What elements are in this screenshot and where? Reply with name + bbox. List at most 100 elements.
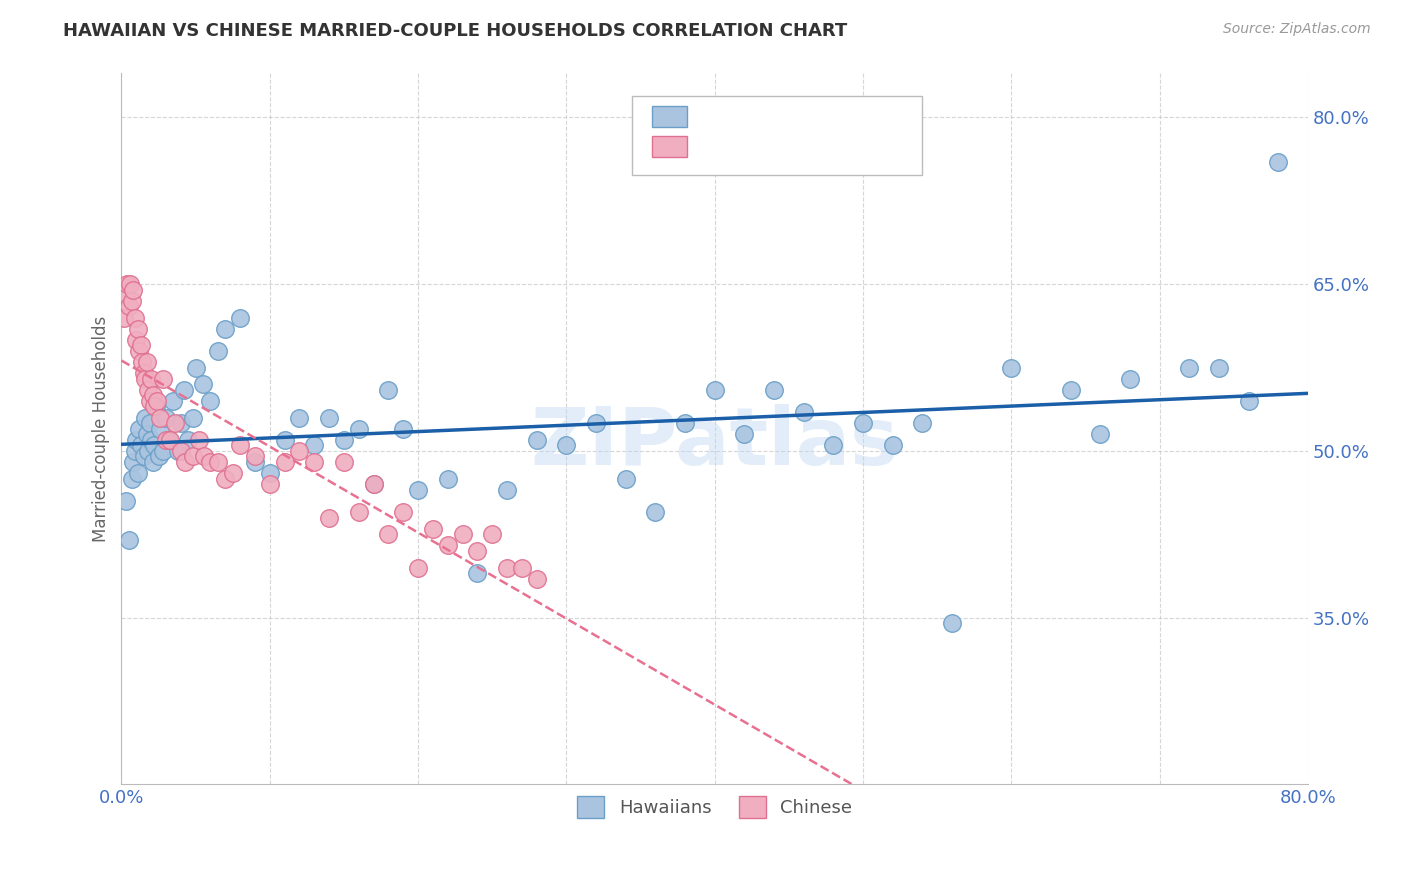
Point xyxy=(138,416,160,430)
Point xyxy=(120,277,142,292)
Point xyxy=(157,433,180,447)
Point xyxy=(318,410,340,425)
Point xyxy=(170,416,193,430)
Point xyxy=(467,566,489,581)
Point xyxy=(207,455,229,469)
Point xyxy=(304,438,326,452)
Point xyxy=(852,416,875,430)
Point xyxy=(392,422,415,436)
Point xyxy=(152,372,174,386)
Point xyxy=(127,466,149,480)
Point xyxy=(347,422,370,436)
Point xyxy=(221,466,243,480)
Point xyxy=(152,444,174,458)
Point xyxy=(510,560,533,574)
Point xyxy=(127,321,149,335)
Point xyxy=(259,477,281,491)
Point xyxy=(363,477,385,491)
Point xyxy=(121,472,143,486)
Point xyxy=(128,422,150,436)
Point xyxy=(347,505,370,519)
Point xyxy=(1267,155,1289,169)
Point xyxy=(496,483,519,497)
FancyBboxPatch shape xyxy=(652,136,688,157)
Point xyxy=(139,372,162,386)
Point xyxy=(159,433,181,447)
Point xyxy=(122,455,145,469)
Point xyxy=(733,427,755,442)
Point xyxy=(155,433,177,447)
Point xyxy=(166,444,188,458)
Point xyxy=(136,444,159,458)
Point xyxy=(882,438,904,452)
Point xyxy=(555,438,578,452)
Point xyxy=(1208,360,1230,375)
Point xyxy=(181,410,204,425)
Point xyxy=(139,433,162,447)
Point xyxy=(135,355,157,369)
Point xyxy=(243,455,266,469)
Point xyxy=(214,472,236,486)
Point xyxy=(392,505,415,519)
Point xyxy=(1090,427,1112,442)
Point xyxy=(132,450,155,464)
Point xyxy=(207,343,229,358)
Point xyxy=(259,466,281,480)
Point xyxy=(467,544,489,558)
Point xyxy=(138,393,160,408)
Point xyxy=(304,455,326,469)
Point xyxy=(170,444,193,458)
Point xyxy=(1237,393,1260,408)
Point xyxy=(377,383,399,397)
Point xyxy=(122,283,145,297)
Point xyxy=(288,444,311,458)
Point xyxy=(585,416,607,430)
Point xyxy=(526,572,548,586)
Point xyxy=(273,433,295,447)
Point xyxy=(941,616,963,631)
Point xyxy=(129,438,152,452)
Point xyxy=(124,444,146,458)
Point xyxy=(200,393,222,408)
Point xyxy=(273,455,295,469)
Text: Source: ZipAtlas.com: Source: ZipAtlas.com xyxy=(1223,22,1371,37)
Point xyxy=(173,383,195,397)
Point xyxy=(1059,383,1081,397)
Point xyxy=(526,433,548,447)
Point xyxy=(481,527,503,541)
Text: HAWAIIAN VS CHINESE MARRIED-COUPLE HOUSEHOLDS CORRELATION CHART: HAWAIIAN VS CHINESE MARRIED-COUPLE HOUSE… xyxy=(63,22,848,40)
Point xyxy=(406,483,429,497)
Point xyxy=(125,333,148,347)
Point xyxy=(1119,372,1142,386)
Point xyxy=(451,527,474,541)
Point xyxy=(823,438,845,452)
Point xyxy=(318,510,340,524)
Point xyxy=(229,310,252,325)
Point xyxy=(703,383,725,397)
FancyBboxPatch shape xyxy=(652,106,688,127)
Y-axis label: Married-couple Households: Married-couple Households xyxy=(93,316,110,541)
Point xyxy=(129,338,152,352)
Point xyxy=(118,300,141,314)
Point xyxy=(333,455,356,469)
Point xyxy=(288,410,311,425)
Point xyxy=(135,427,157,442)
Point xyxy=(142,388,165,402)
Point xyxy=(163,416,186,430)
Point xyxy=(614,472,637,486)
FancyBboxPatch shape xyxy=(631,96,922,175)
Point xyxy=(142,455,165,469)
Point xyxy=(793,405,815,419)
Text: ZIPatlas: ZIPatlas xyxy=(530,404,898,482)
Point xyxy=(193,450,215,464)
Point xyxy=(145,400,167,414)
Point xyxy=(136,383,159,397)
Point xyxy=(911,416,934,430)
Point xyxy=(1178,360,1201,375)
Point xyxy=(143,400,166,414)
Point xyxy=(1000,360,1022,375)
Legend: Hawaiians, Chinese: Hawaiians, Chinese xyxy=(569,789,859,825)
Point xyxy=(149,410,172,425)
Point xyxy=(436,538,458,552)
Point xyxy=(406,560,429,574)
